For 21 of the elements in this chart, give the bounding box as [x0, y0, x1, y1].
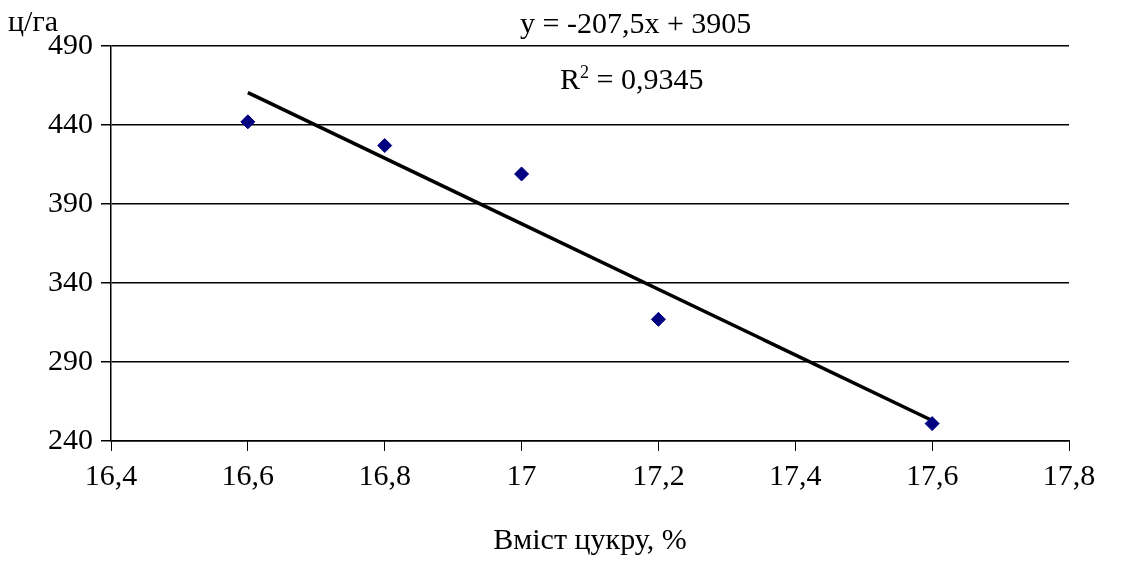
x-tick-label: 16,8 — [358, 457, 411, 491]
point — [240, 114, 256, 130]
point — [377, 138, 393, 154]
y-tick-label: 340 — [48, 263, 93, 297]
x-tick-label: 17,8 — [1042, 457, 1096, 491]
x-tick-label: 17 — [506, 457, 537, 491]
x-tick-label: 16,4 — [84, 457, 138, 491]
point — [650, 311, 666, 327]
y-tick-label: 440 — [48, 105, 93, 139]
x-tick-label: 17,4 — [769, 457, 822, 491]
point — [924, 416, 940, 432]
text: y = -207,5x + 3905 — [520, 6, 752, 40]
y-tick-label: 390 — [48, 184, 93, 218]
y-tick-label: 290 — [48, 342, 93, 376]
annotation: R$^{2}$ = 0,9345 — [560, 62, 704, 96]
y-tick-label: 240 — [48, 421, 93, 455]
x-tick-label: 17,6 — [905, 457, 959, 491]
x-tick-label: 17,2 — [632, 457, 685, 491]
x-axis-title: Вміст цукру, % — [493, 521, 687, 555]
point — [514, 166, 530, 182]
x-tick-label: 16,6 — [221, 457, 275, 491]
